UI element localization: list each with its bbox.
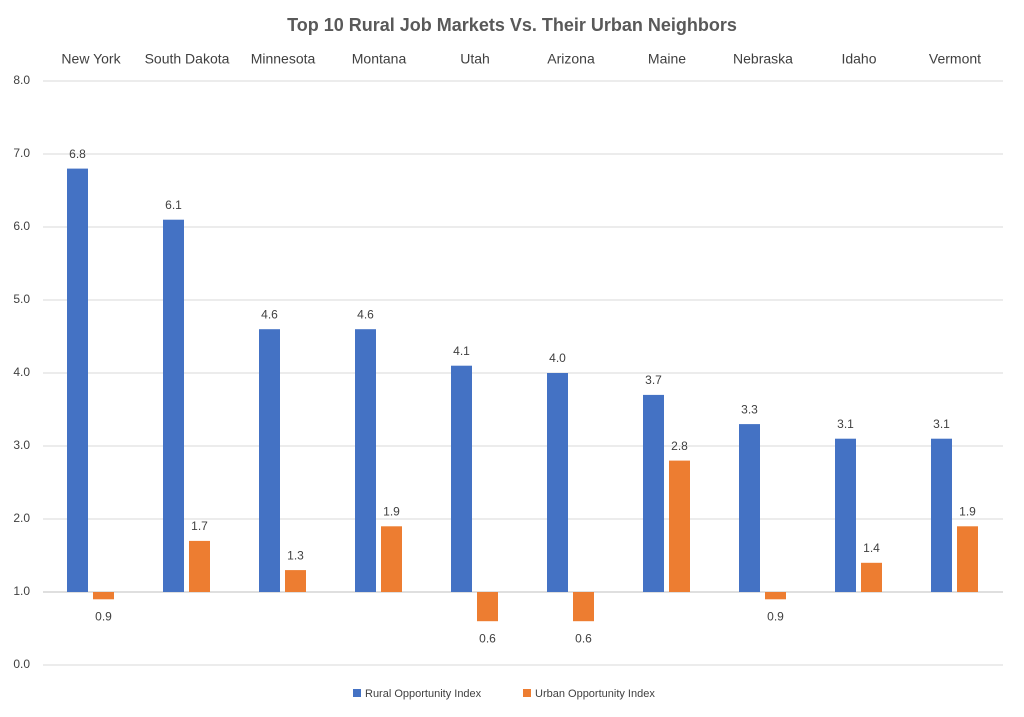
x-tick-label: Vermont [929, 51, 981, 67]
bar [67, 168, 88, 592]
x-tick-label: Nebraska [733, 51, 793, 67]
bar [477, 592, 498, 622]
value-label: 3.3 [741, 402, 758, 416]
value-label: 4.0 [549, 351, 566, 365]
bar [163, 219, 184, 592]
value-label: 1.9 [959, 504, 976, 518]
x-tick-label: Minnesota [251, 51, 316, 67]
bar [861, 562, 882, 592]
bar [285, 570, 306, 592]
y-tick-label: 5.0 [13, 292, 30, 306]
value-label: 0.9 [767, 609, 784, 623]
legend-label: Rural Opportunity Index [365, 688, 482, 700]
x-tick-label: New York [61, 51, 121, 67]
value-label: 0.9 [95, 609, 112, 623]
value-label: 1.3 [287, 548, 304, 562]
value-label: 1.4 [863, 541, 880, 555]
y-tick-label: 6.0 [13, 219, 30, 233]
bar [573, 592, 594, 622]
x-tick-label: Idaho [841, 51, 876, 67]
value-label: 4.1 [453, 344, 470, 358]
bar [835, 438, 856, 592]
value-label: 2.8 [671, 439, 688, 453]
bar [93, 592, 114, 600]
value-label: 0.6 [575, 631, 592, 645]
chart-title: Top 10 Rural Job Markets Vs. Their Urban… [287, 15, 737, 35]
bar [669, 460, 690, 592]
legend-label: Urban Opportunity Index [535, 688, 655, 700]
x-tick-label: Arizona [547, 51, 595, 67]
value-label: 6.8 [69, 147, 86, 161]
x-tick-label: Utah [460, 51, 490, 67]
value-label: 1.9 [383, 504, 400, 518]
bar [189, 540, 210, 592]
bar [451, 365, 472, 592]
legend-swatch [353, 689, 361, 697]
y-tick-label: 0.0 [13, 657, 30, 671]
y-tick-label: 7.0 [13, 146, 30, 160]
value-label: 6.1 [165, 198, 182, 212]
bar [957, 526, 978, 592]
value-label: 3.1 [837, 417, 854, 431]
value-label: 3.7 [645, 373, 662, 387]
y-tick-label: 8.0 [13, 73, 30, 87]
bar [739, 424, 760, 592]
legend-swatch [523, 689, 531, 697]
bar [931, 438, 952, 592]
value-label: 1.7 [191, 519, 208, 533]
y-tick-label: 3.0 [13, 438, 30, 452]
x-tick-label: Montana [352, 51, 407, 67]
value-label: 4.6 [357, 307, 374, 321]
y-tick-label: 2.0 [13, 511, 30, 525]
x-tick-label: South Dakota [145, 51, 230, 67]
y-tick-label: 4.0 [13, 365, 30, 379]
value-label: 3.1 [933, 417, 950, 431]
bar [547, 373, 568, 592]
bar [381, 526, 402, 592]
bar [643, 394, 664, 592]
bar [259, 329, 280, 592]
bar [765, 592, 786, 600]
bar [355, 329, 376, 592]
value-label: 0.6 [479, 631, 496, 645]
value-label: 4.6 [261, 307, 278, 321]
x-tick-label: Maine [648, 51, 686, 67]
y-tick-label: 1.0 [13, 584, 30, 598]
